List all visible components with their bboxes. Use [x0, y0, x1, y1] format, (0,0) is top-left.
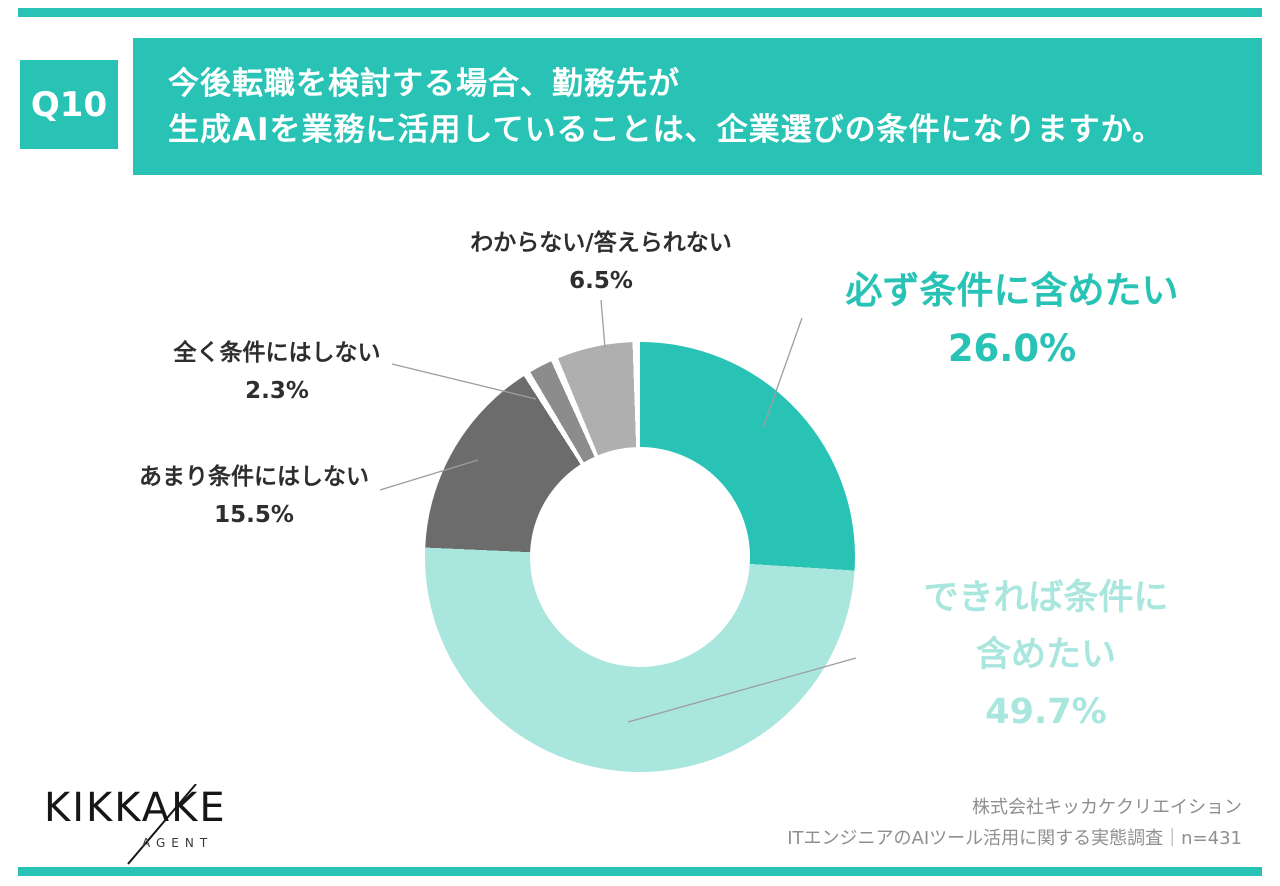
top-border-line: [18, 8, 1262, 17]
callout-not-really-value: 15.5%: [214, 502, 294, 528]
question-title-line2: 生成AIを業務に活用していることは、企業選びの条件になりますか。: [168, 111, 1164, 148]
callout-dont-know-value: 6.5%: [569, 268, 633, 294]
callout-dont-know: わからない/答えられない 6.5%: [470, 224, 731, 300]
question-title-band: 今後転職を検討する場合、勤務先が 生成AIを業務に活用していることは、企業選びの…: [133, 38, 1262, 175]
callout-must-include-value: 26.0%: [947, 327, 1077, 370]
callout-not-really-label: あまり条件にはしない: [139, 464, 369, 490]
credit-survey-name: ITエンジニアのAIツール活用に関する実態調査｜n=431: [787, 828, 1242, 849]
logo-subtitle: AGENT: [142, 836, 214, 850]
credit-company: 株式会社キッカケクリエイション: [972, 797, 1242, 818]
kikkake-agent-logo: KIKKAKE AGENT: [44, 784, 254, 868]
question-number-badge: Q10: [20, 60, 118, 149]
logo-wordmark: KIKKAKE: [44, 785, 227, 831]
donut-chart: [425, 342, 855, 772]
callout-must-include: 必ず条件に含めたい 26.0%: [846, 262, 1179, 378]
callout-prefer-include: できれば条件に 含めたい 49.7%: [923, 570, 1168, 741]
callout-not-at-all: 全く条件にはしない 2.3%: [174, 334, 381, 410]
donut-hole: [530, 447, 750, 667]
callout-must-include-label: 必ず条件に含めたい: [845, 269, 1179, 312]
logo-slash-line: [127, 784, 197, 865]
question-title-line1: 今後転職を検討する場合、勤務先が: [168, 65, 680, 102]
callout-prefer-include-label1: できれば条件に: [923, 578, 1169, 618]
callout-not-at-all-label: 全く条件にはしない: [173, 340, 381, 366]
bottom-border-line: [18, 867, 1262, 876]
callout-not-at-all-value: 2.3%: [245, 378, 309, 404]
callout-prefer-include-label2: 含めたい: [975, 635, 1117, 675]
leader-line-dont-know: [600, 299, 606, 349]
callout-not-really: あまり条件にはしない 15.5%: [139, 458, 369, 534]
survey-credits: 株式会社キッカケクリエイション ITエンジニアのAIツール活用に関する実態調査｜…: [787, 792, 1242, 854]
callout-prefer-include-value: 49.7%: [985, 692, 1107, 732]
callout-dont-know-label: わからない/答えられない: [470, 230, 732, 256]
